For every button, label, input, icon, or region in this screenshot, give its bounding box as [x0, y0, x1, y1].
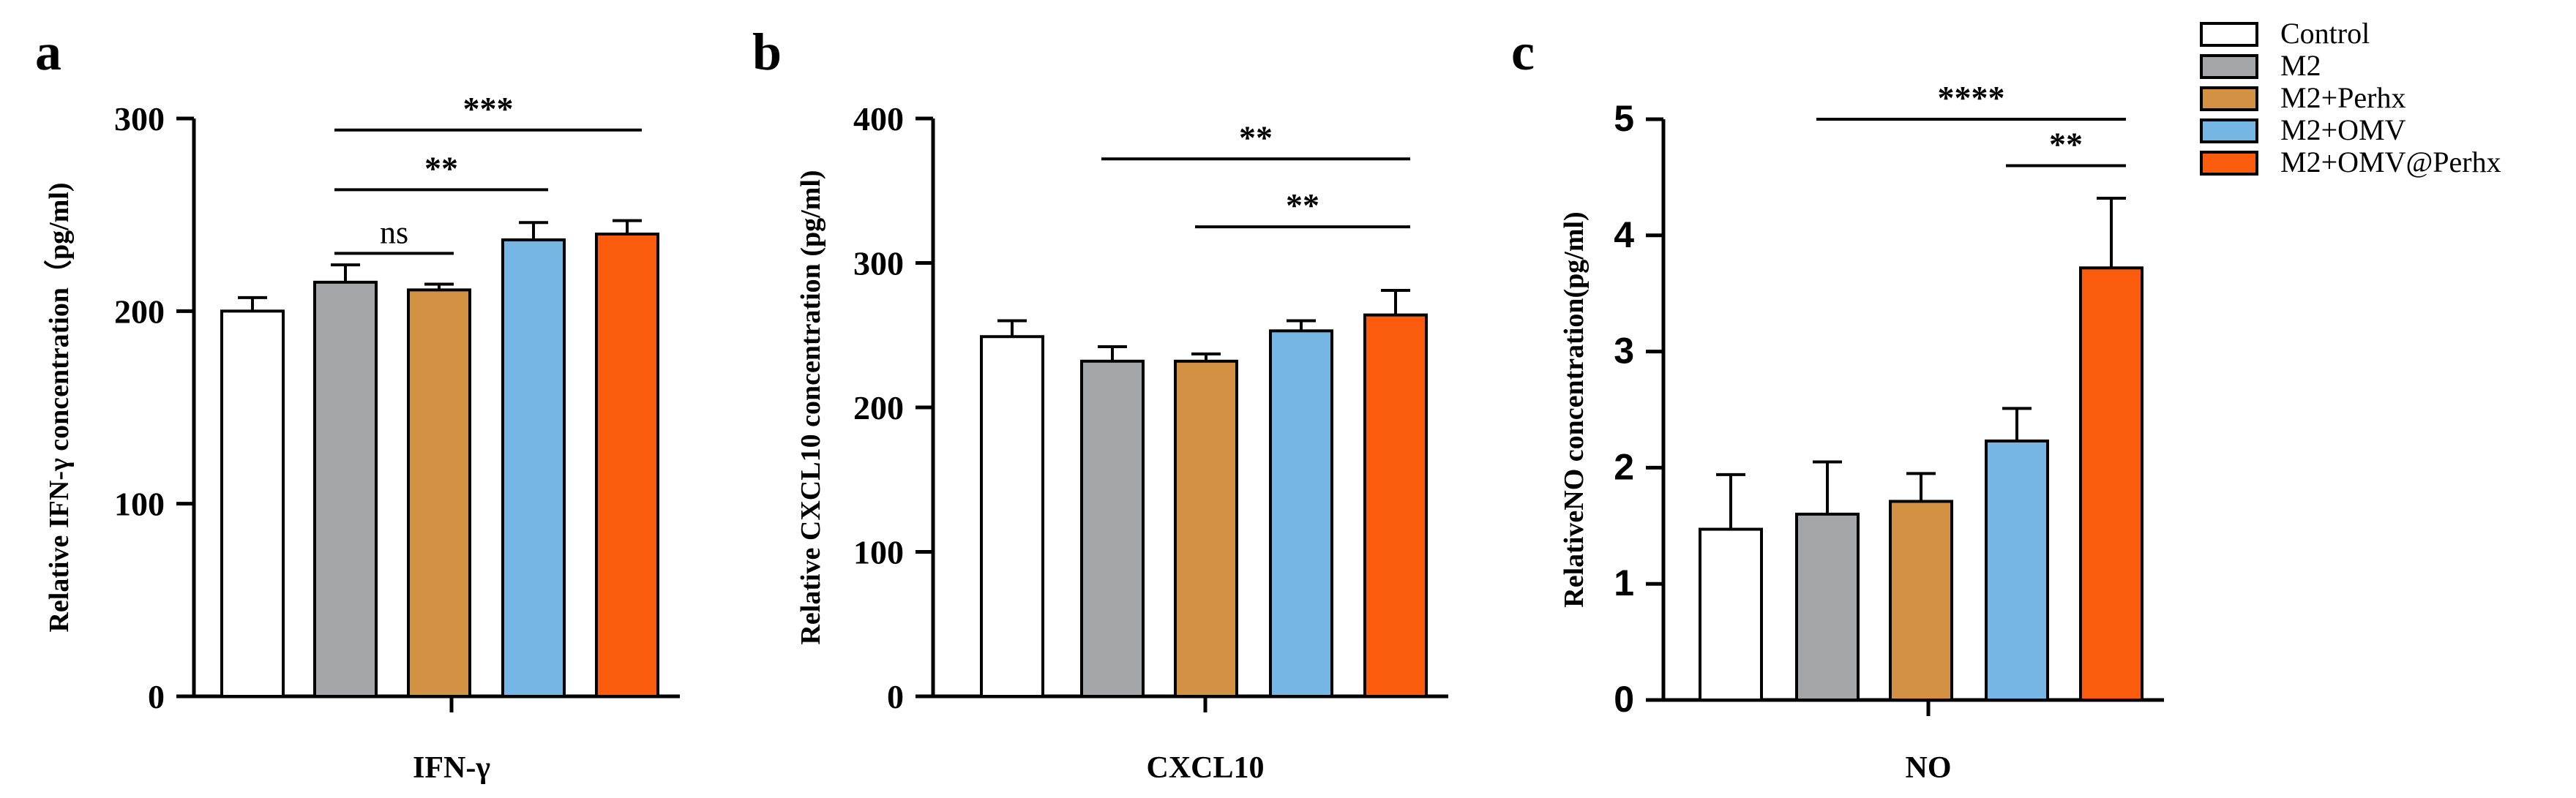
y-tick-label: 4 [1614, 214, 1634, 255]
legend-label: M2+Perhx [2280, 81, 2405, 114]
bar-m2-omv [501, 238, 566, 698]
bar-control [220, 309, 285, 699]
significance-label: ** [1286, 187, 1319, 224]
panel-letter-b: b [752, 23, 782, 81]
chart-panel-b: 0 100 200 300 400 Relative CXCL10 concentrati… [795, 100, 1448, 785]
legend-swatch-control [2200, 22, 2258, 47]
y-tick-label: 100 [114, 486, 165, 523]
bar-m2 [1795, 512, 1860, 701]
bar-m2-omv-perhx [2079, 266, 2143, 702]
y-tick-label: 1 [1614, 562, 1634, 603]
significance-label: ** [1239, 118, 1273, 156]
y-tick-label: 0 [1614, 679, 1634, 720]
significance-label: ** [2049, 126, 2083, 163]
bar-m2-omv-perhx [595, 233, 659, 698]
significance-label: ns [380, 214, 408, 250]
panel-letter-a: a [35, 23, 61, 81]
legend-swatch-m2-omv-perhx [2200, 151, 2258, 176]
y-tick-label: 200 [853, 389, 904, 426]
legend-label: M2 [2280, 49, 2321, 82]
bar-m2 [313, 280, 378, 699]
y-axis-label: Relative IFN-γ concentration（pg/ml) [44, 182, 75, 632]
legend-label: M2+OMV@Perhx [2280, 146, 2501, 178]
legend-swatch-m2-perhx [2200, 86, 2258, 111]
bar-m2-perhx [407, 288, 471, 699]
y-tick-label: 2 [1614, 446, 1634, 487]
bar-m2 [1080, 359, 1145, 698]
bar-m2-omv [1985, 439, 2049, 701]
y-tick-label: 0 [887, 678, 904, 715]
x-axis-label: IFN-γ [413, 751, 490, 785]
legend-swatch-m2-omv [2200, 118, 2258, 143]
y-tick-label: 400 [853, 100, 904, 138]
chart-panel-a: 0 100 200 300 Relative IFN-γ concentration（p… [44, 90, 680, 785]
bar-m2-omv-perhx [1363, 313, 1428, 699]
bar-m2-perhx [1889, 500, 1953, 702]
bar-control [980, 335, 1044, 698]
y-tick-label: 0 [148, 678, 165, 715]
legend-label: M2+OMV [2280, 113, 2406, 146]
y-axis-label: RelativeNO concentration(pg/ml) [1559, 211, 1590, 607]
y-tick-label: 3 [1614, 331, 1634, 372]
panel-letter-c: c [1511, 23, 1535, 81]
chart-panel-c: 0 1 2 3 4 5 RelativeNO concentration(pg/ml) NO *… [1559, 79, 2164, 785]
significance-label: *** [463, 90, 514, 127]
y-tick-label: 300 [853, 245, 904, 282]
significance-label: ** [424, 149, 458, 187]
bar-control [1699, 527, 1763, 702]
y-tick-label: 100 [853, 534, 904, 571]
y-tick-label: 200 [114, 293, 165, 330]
y-tick-label: 5 [1614, 98, 1634, 139]
significance-label: **** [1938, 79, 2005, 116]
x-axis-label: CXCL10 [1146, 751, 1264, 785]
y-tick-label: 300 [114, 100, 165, 138]
bar-m2-omv [1269, 329, 1333, 698]
legend-swatch-m2 [2200, 54, 2258, 79]
y-axis-label: Relative CXCL10 concentration (pg/ml) [795, 170, 826, 644]
legend-label: Control [2280, 17, 2370, 50]
bar-m2-perhx [1174, 359, 1238, 698]
x-axis-label: NO [1906, 751, 1952, 785]
